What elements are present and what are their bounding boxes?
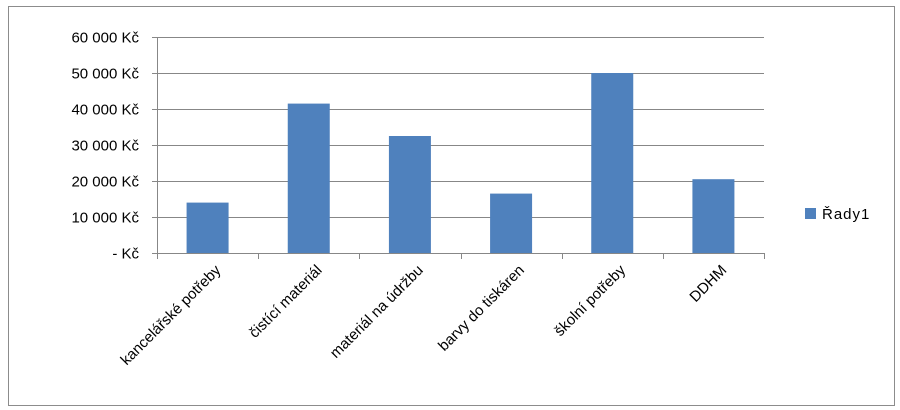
y-tick-label: 40 000 Kč <box>71 102 139 119</box>
bar-chart: - Kč 10 000 Kč 20 000 Kč 30 000 Kč 40 000 Kč… <box>71 30 870 369</box>
bar <box>186 202 229 253</box>
x-category-label: materiál na údržbu <box>327 262 427 362</box>
y-tick-label: 20 000 Kč <box>71 174 139 191</box>
x-category-label: barvy do tiskáren <box>435 262 528 355</box>
x-category-label: DDHM <box>686 262 730 306</box>
y-tick-labels: - Kč 10 000 Kč 20 000 Kč 30 000 Kč 40 000 Kč… <box>71 30 139 263</box>
bar <box>692 179 735 253</box>
legend-label: Řady1 <box>822 206 870 223</box>
y-tick-label: 50 000 Kč <box>71 66 139 83</box>
x-category-label: čistící materiál <box>246 262 326 342</box>
bars <box>186 73 735 253</box>
bar <box>591 73 634 253</box>
y-tick-label: 60 000 Kč <box>71 30 139 47</box>
axes <box>152 37 765 259</box>
y-tick-label: 30 000 Kč <box>71 138 139 155</box>
y-tick-label: - Kč <box>112 246 139 263</box>
bar <box>388 136 431 253</box>
bar <box>287 103 330 253</box>
bar <box>490 193 533 253</box>
y-tick-label: 10 000 Kč <box>71 210 139 227</box>
x-category-labels: kancelářské potřeby čistící materiál mater… <box>117 261 730 368</box>
gridlines <box>157 37 764 218</box>
legend-swatch <box>805 208 816 219</box>
x-category-label: kancelářské potřeby <box>117 261 224 368</box>
legend: Řady1 <box>805 206 870 223</box>
x-category-label: školní potřeby <box>551 261 629 339</box>
chart-area: - Kč 10 000 Kč 20 000 Kč 30 000 Kč 40 000 Kč… <box>8 6 895 406</box>
